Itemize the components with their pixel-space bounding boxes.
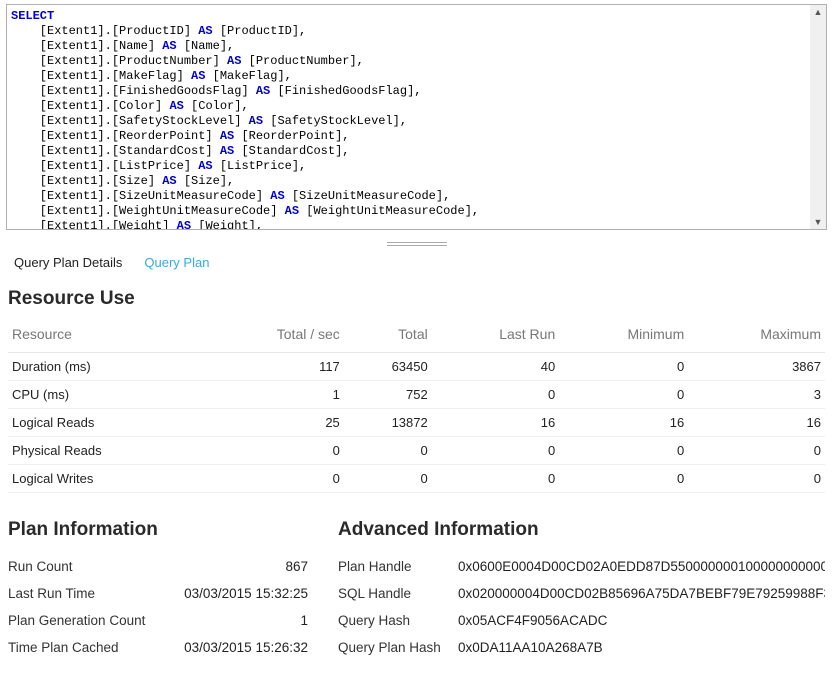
- resource-label: Duration (ms): [8, 353, 202, 381]
- resource-value: 16: [432, 409, 560, 437]
- resource-label: Logical Reads: [8, 409, 202, 437]
- resource-value: 0: [688, 465, 825, 493]
- adv-info-row: Plan Handle0x0600E0004D00CD02A0EDD87D550…: [338, 559, 825, 574]
- tab-query-plan-details[interactable]: Query Plan Details: [14, 255, 122, 270]
- plan-info-value: 03/03/2015 15:32:25: [168, 586, 308, 601]
- plan-info-row: Time Plan Cached03/03/2015 15:26:32: [8, 640, 308, 655]
- resource-value: 13872: [344, 409, 432, 437]
- resource-value: 0: [344, 437, 432, 465]
- adv-info-key: SQL Handle: [338, 586, 458, 601]
- adv-info-row: SQL Handle0x020000004D00CD02B85696A75DA7…: [338, 586, 825, 601]
- resource-value: 0: [432, 381, 560, 409]
- plan-info-key: Last Run Time: [8, 586, 168, 601]
- plan-information-section: Plan Information Run Count867Last Run Ti…: [8, 519, 308, 667]
- plan-info-row: Run Count867: [8, 559, 308, 574]
- advanced-information-section: Advanced Information Plan Handle0x0600E0…: [338, 519, 825, 667]
- resource-value: 0: [559, 437, 688, 465]
- resource-value: 3: [688, 381, 825, 409]
- resource-col-header: Total / sec: [202, 320, 343, 353]
- table-row: Duration (ms)117634504003867: [8, 353, 825, 381]
- adv-info-value: 0x0DA11AA10A268A7B: [458, 640, 825, 655]
- tab-query-plan[interactable]: Query Plan: [144, 255, 209, 270]
- sql-query-panel: SELECT [Extent1].[ProductID] AS [Product…: [6, 4, 827, 230]
- adv-info-key: Plan Handle: [338, 559, 458, 574]
- resource-col-header: Maximum: [688, 320, 825, 353]
- resource-label: Logical Writes: [8, 465, 202, 493]
- splitter-grip[interactable]: [0, 234, 833, 249]
- resource-use-title: Resource Use: [8, 288, 825, 310]
- advanced-information-title: Advanced Information: [338, 519, 825, 541]
- resource-use-section: Resource Use ResourceTotal / secTotalLas…: [0, 288, 833, 493]
- resource-value: 40: [432, 353, 560, 381]
- resource-label: Physical Reads: [8, 437, 202, 465]
- scroll-down-icon[interactable]: ▼: [810, 215, 826, 229]
- resource-value: 0: [202, 465, 343, 493]
- adv-info-row: Query Plan Hash0x0DA11AA10A268A7B: [338, 640, 825, 655]
- info-row: Plan Information Run Count867Last Run Ti…: [0, 519, 833, 667]
- resource-col-header: Minimum: [559, 320, 688, 353]
- table-row: Logical Reads2513872161616: [8, 409, 825, 437]
- plan-info-row: Last Run Time03/03/2015 15:32:25: [8, 586, 308, 601]
- resource-value: 0: [688, 437, 825, 465]
- resource-value: 117: [202, 353, 343, 381]
- plan-info-value: 1: [168, 613, 308, 628]
- plan-info-value: 867: [168, 559, 308, 574]
- resource-col-header: Last Run: [432, 320, 560, 353]
- resource-label: CPU (ms): [8, 381, 202, 409]
- resource-value: 0: [202, 437, 343, 465]
- resource-col-header: Total: [344, 320, 432, 353]
- resource-table: ResourceTotal / secTotalLast RunMinimumM…: [8, 320, 825, 493]
- resource-value: 0: [432, 437, 560, 465]
- adv-info-key: Query Plan Hash: [338, 640, 458, 655]
- resource-value: 16: [559, 409, 688, 437]
- resource-value: 16: [688, 409, 825, 437]
- sql-text[interactable]: SELECT [Extent1].[ProductID] AS [Product…: [7, 5, 826, 230]
- resource-value: 752: [344, 381, 432, 409]
- table-row: Physical Reads00000: [8, 437, 825, 465]
- plan-information-title: Plan Information: [8, 519, 308, 541]
- table-row: Logical Writes00000: [8, 465, 825, 493]
- resource-value: 0: [559, 465, 688, 493]
- plan-info-key: Time Plan Cached: [8, 640, 168, 655]
- resource-value: 63450: [344, 353, 432, 381]
- adv-info-key: Query Hash: [338, 613, 458, 628]
- sql-scrollbar[interactable]: ▲ ▼: [810, 5, 826, 229]
- resource-value: 25: [202, 409, 343, 437]
- resource-value: 0: [432, 465, 560, 493]
- resource-value: 0: [559, 353, 688, 381]
- scroll-up-icon[interactable]: ▲: [810, 5, 826, 19]
- plan-info-value: 03/03/2015 15:26:32: [168, 640, 308, 655]
- adv-info-value: 0x05ACF4F9056ACADC: [458, 613, 825, 628]
- resource-value: 0: [344, 465, 432, 493]
- adv-info-value: 0x0600E0004D00CD02A0EDD87D55000000010000…: [458, 559, 825, 574]
- plan-info-key: Run Count: [8, 559, 168, 574]
- resource-value: 1: [202, 381, 343, 409]
- resource-value: 0: [559, 381, 688, 409]
- plan-info-row: Plan Generation Count1: [8, 613, 308, 628]
- resource-col-header: Resource: [8, 320, 202, 353]
- adv-info-value: 0x020000004D00CD02B85696A75DA7BEBF79E792…: [458, 586, 825, 601]
- tab-bar: Query Plan Details Query Plan: [0, 251, 833, 278]
- table-row: CPU (ms)1752003: [8, 381, 825, 409]
- resource-value: 3867: [688, 353, 825, 381]
- plan-info-key: Plan Generation Count: [8, 613, 168, 628]
- adv-info-row: Query Hash0x05ACF4F9056ACADC: [338, 613, 825, 628]
